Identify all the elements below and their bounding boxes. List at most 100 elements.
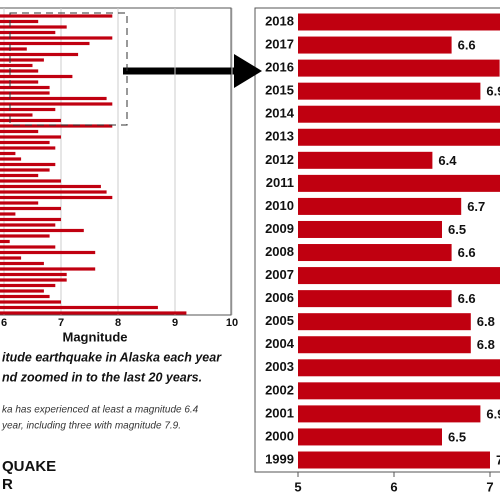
bar <box>0 14 113 18</box>
y-tick-label: 2006 <box>265 290 294 305</box>
x-tick-label: 8 <box>115 317 121 329</box>
value-label: 6.7 <box>467 199 485 214</box>
bar <box>0 41 90 46</box>
value-label: 6.8 <box>477 314 495 329</box>
x-tick-label: 9 <box>172 317 178 329</box>
bar <box>0 201 39 205</box>
bar <box>0 162 56 167</box>
y-tick-label: 2015 <box>265 83 294 98</box>
y-tick-label: 2011 <box>266 175 294 190</box>
y-tick-label: 2004 <box>265 336 295 351</box>
bar <box>298 220 442 238</box>
bar <box>0 96 107 101</box>
bar <box>298 128 500 146</box>
bar <box>0 294 50 299</box>
y-tick-label: 2010 <box>265 198 294 213</box>
bar <box>0 80 39 84</box>
y-tick-label: 2001 <box>265 405 294 420</box>
bar <box>0 25 67 29</box>
bar <box>0 151 16 156</box>
bar <box>0 278 67 282</box>
bar <box>0 91 50 95</box>
x-tick-label: 6 <box>1 317 7 329</box>
bar <box>298 405 481 423</box>
bar <box>298 336 471 354</box>
bar <box>298 267 500 285</box>
bar <box>298 174 500 192</box>
bar <box>0 256 22 260</box>
bar <box>298 244 452 262</box>
bar <box>0 74 73 79</box>
y-tick-label: 1999 <box>265 451 294 466</box>
bar <box>298 359 500 377</box>
bar <box>0 118 61 123</box>
value-label: 6.6 <box>458 245 476 260</box>
bar <box>0 173 39 178</box>
bar <box>0 190 107 194</box>
bar <box>0 267 96 271</box>
y-tick-label: 2009 <box>265 221 294 236</box>
x-tick-label: 6 <box>390 479 397 494</box>
bar <box>0 19 39 24</box>
bar <box>0 157 22 161</box>
value-label: 6.6 <box>458 37 476 52</box>
bar <box>0 228 84 233</box>
left-frame <box>0 7 232 316</box>
bar <box>0 184 101 189</box>
bar <box>298 82 481 100</box>
x-tick-label: 5 <box>294 479 301 494</box>
x-tick-label: 7 <box>58 317 64 329</box>
bar <box>0 107 56 112</box>
bar <box>0 124 113 128</box>
bar <box>0 300 61 304</box>
value-label: 6.5 <box>448 429 466 444</box>
value-label: 6.4 <box>438 153 457 168</box>
note: ka has experienced at least a magnitude … <box>2 405 199 416</box>
bar <box>0 261 44 266</box>
bar <box>298 382 500 400</box>
bar <box>298 105 500 123</box>
zoom-box <box>9 12 128 126</box>
y-tick-label: 2000 <box>265 428 294 443</box>
value-label: 7 <box>496 452 500 467</box>
y-tick-label: 2003 <box>265 359 294 374</box>
x-tick-label: 10 <box>226 317 238 329</box>
bar <box>0 239 10 244</box>
right-frame <box>254 7 500 473</box>
bar <box>0 140 50 145</box>
bar <box>298 428 442 446</box>
bar <box>298 290 452 308</box>
y-tick-label: 2014 <box>265 106 295 121</box>
y-tick-label: 2005 <box>265 313 294 328</box>
bar <box>298 197 462 215</box>
bar <box>0 30 56 35</box>
bar <box>298 151 433 169</box>
bar <box>0 289 44 293</box>
bar <box>0 36 113 40</box>
logo: QUAKE <box>2 458 56 475</box>
note: year, including three with magnitude 7.9… <box>1 421 181 432</box>
bar <box>0 195 113 200</box>
y-tick-label: 2007 <box>265 267 294 282</box>
bar <box>0 146 56 150</box>
bar <box>0 85 50 90</box>
y-tick-label: 2012 <box>265 152 294 167</box>
bar <box>298 36 452 54</box>
x-axis-label: Magnitude <box>63 329 128 344</box>
bar <box>0 250 96 255</box>
bar <box>0 272 67 277</box>
caption: itude earthquake in Alaska each year <box>2 350 222 364</box>
bar <box>0 63 33 68</box>
bar <box>0 129 39 134</box>
bar <box>0 223 56 227</box>
value-label: 6.6 <box>458 291 476 306</box>
bar <box>0 179 61 183</box>
bar <box>0 135 61 139</box>
caption: nd zoomed in to the last 20 years. <box>2 370 202 384</box>
y-tick-label: 2002 <box>265 382 294 397</box>
x-tick-label: 7 <box>486 479 493 494</box>
bar <box>298 313 471 331</box>
bar <box>0 113 33 117</box>
value-label: 6.9 <box>486 84 500 99</box>
